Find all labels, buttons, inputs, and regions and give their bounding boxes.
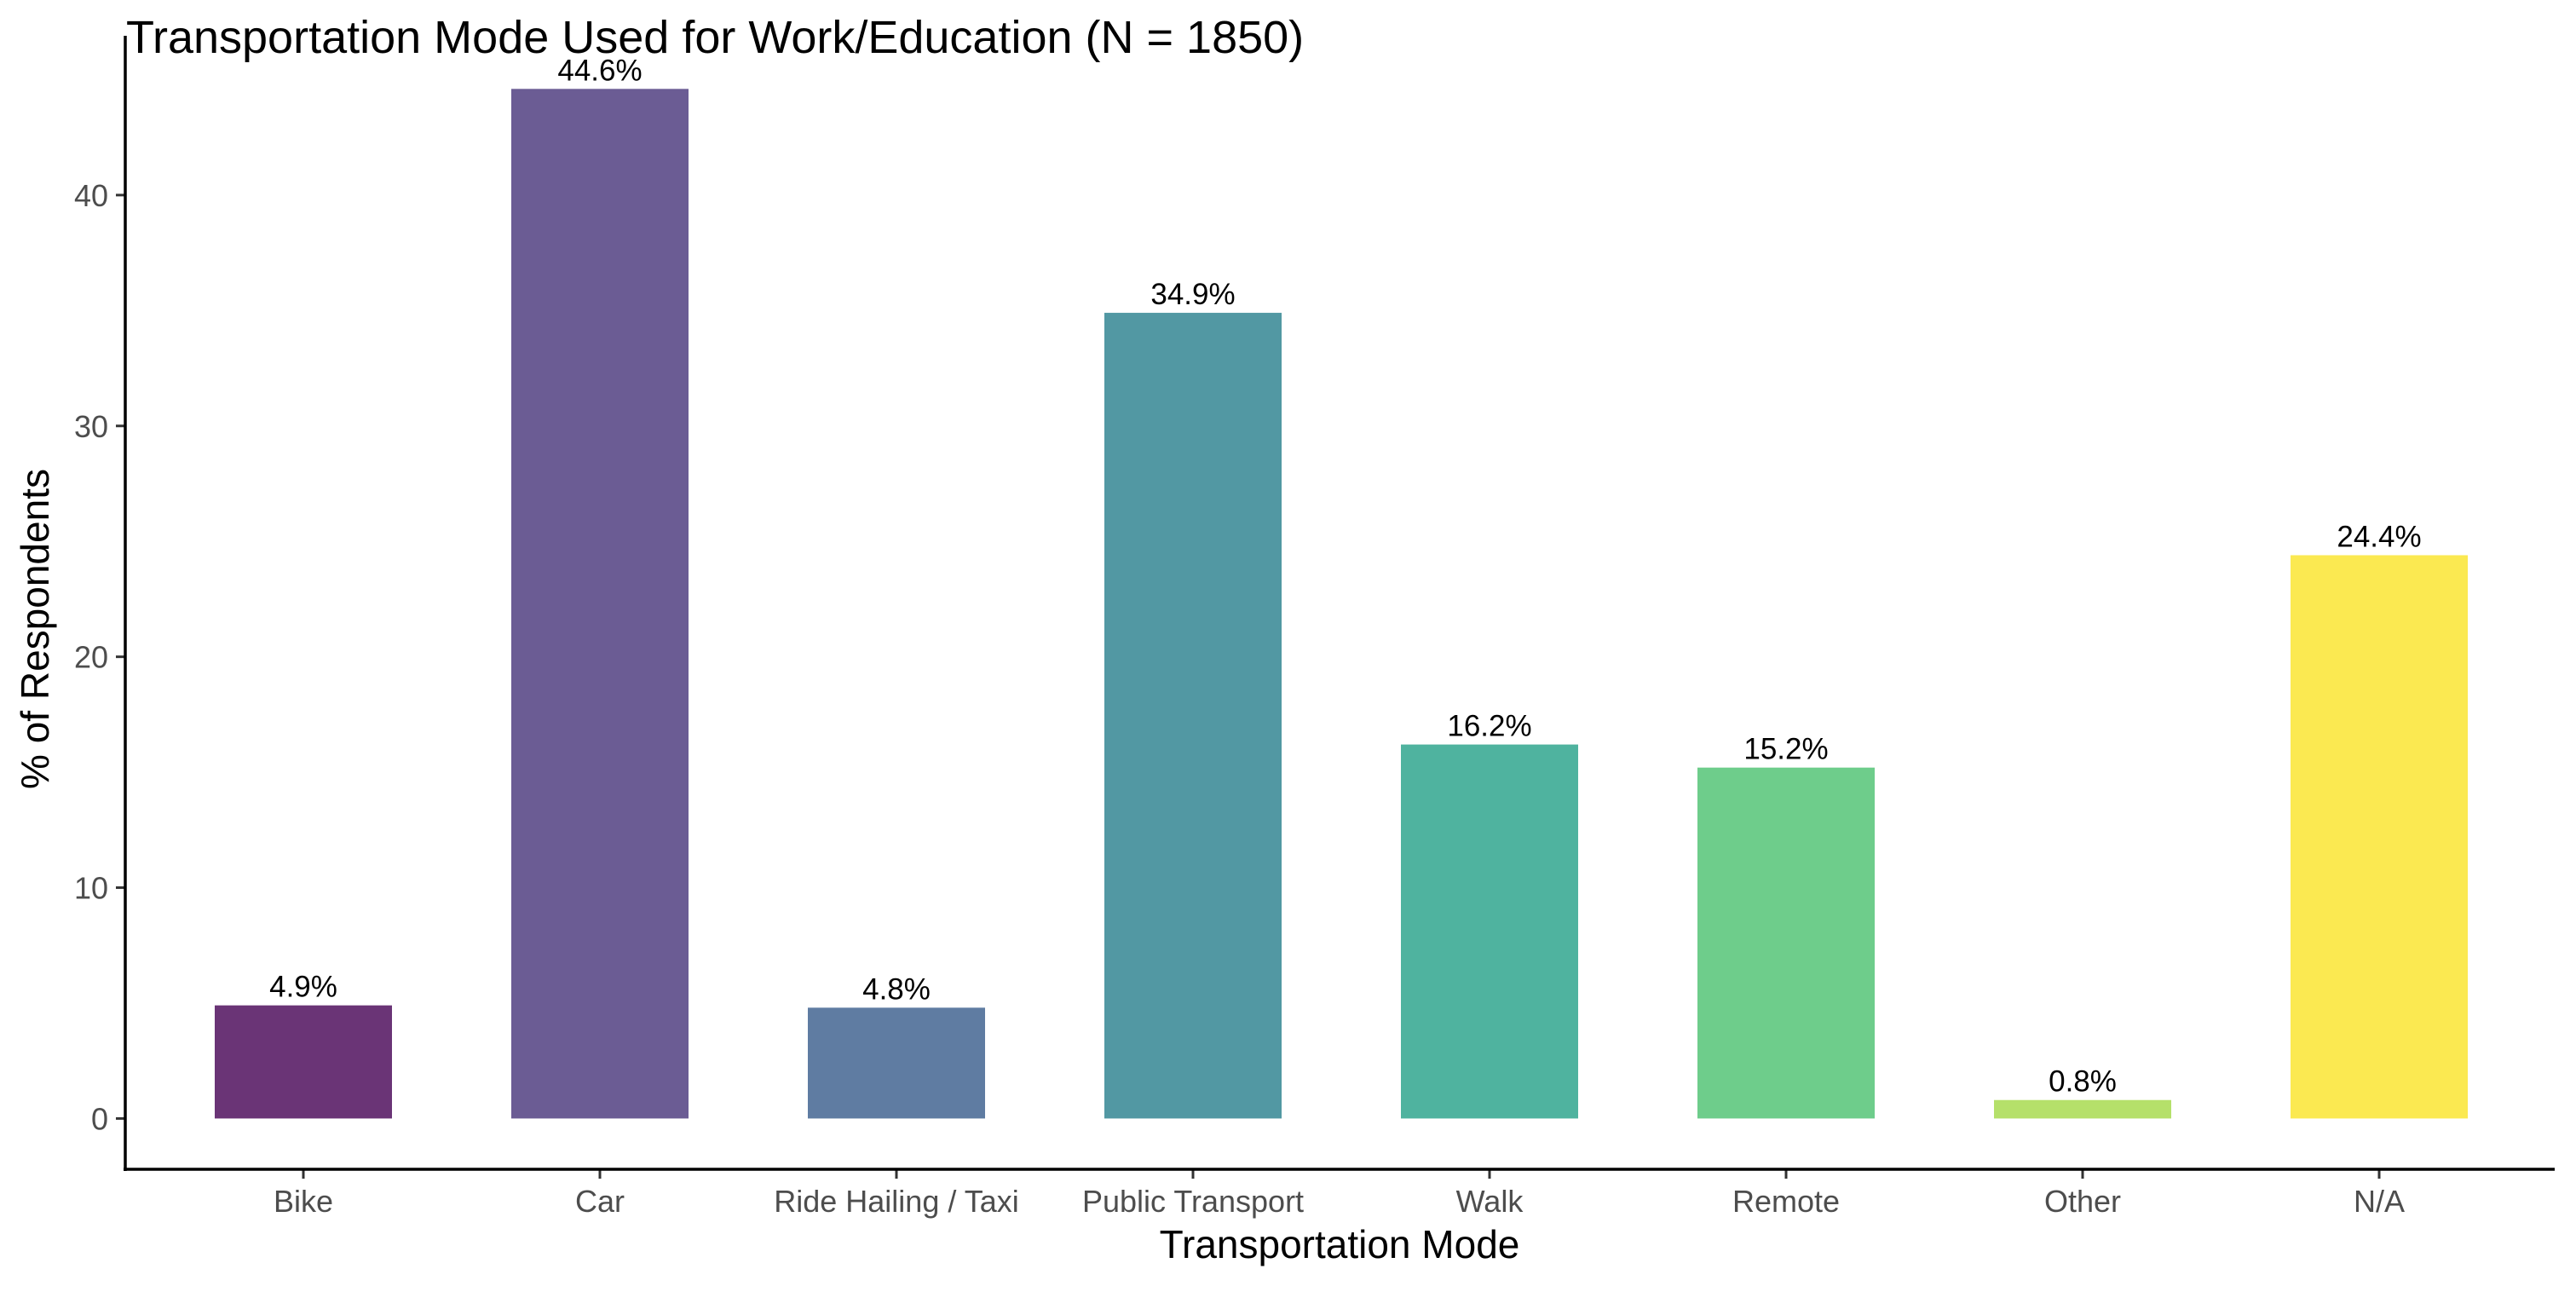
- bar-n-a: [2291, 555, 2468, 1119]
- x-tick-label: Walk: [1456, 1184, 1524, 1219]
- data-labels-layer: 4.9% 44.6% 4.8% 34.9% 16.2% 15.2% 0.8% 24.4%: [269, 54, 2422, 1098]
- data-label: 4.8%: [862, 972, 931, 1006]
- bar-ride-hailing-taxi: [808, 1007, 985, 1119]
- y-axis: 0 10 20 30 40: [74, 36, 127, 1171]
- bar-bike: [215, 1005, 392, 1119]
- x-tick-label: Remote: [1732, 1184, 1840, 1219]
- bar-public-transport: [1104, 313, 1282, 1119]
- y-tick-label: 20: [74, 640, 108, 675]
- x-axis: Bike Car Ride Hailing / Taxi Public Transpo…: [124, 1168, 2555, 1219]
- data-label: 34.9%: [1150, 278, 1235, 311]
- x-tick-label: N/A: [2354, 1184, 2405, 1219]
- x-axis-title: Transportation Mode: [1160, 1222, 1520, 1266]
- x-tick-label: Public Transport: [1082, 1184, 1304, 1219]
- data-label: 15.2%: [1743, 733, 1828, 766]
- y-tick-label: 0: [91, 1101, 108, 1136]
- data-label: 16.2%: [1447, 710, 1531, 743]
- x-tick-label: Ride Hailing / Taxi: [774, 1184, 1018, 1219]
- y-tick-label: 40: [74, 178, 108, 213]
- data-label: 44.6%: [557, 54, 642, 87]
- data-label: 4.9%: [269, 971, 337, 1004]
- chart-title: Transportation Mode Used for Work/Educat…: [126, 12, 1304, 63]
- x-tick-label: Bike: [274, 1184, 333, 1219]
- bars-layer: [215, 89, 2468, 1119]
- y-axis-title: % of Respondents: [13, 469, 57, 789]
- y-tick-label: 10: [74, 871, 108, 906]
- y-tick-label: 30: [74, 409, 108, 444]
- x-tick-label: Car: [575, 1184, 625, 1219]
- bar-walk: [1401, 744, 1578, 1119]
- data-label: 0.8%: [2049, 1065, 2117, 1099]
- bar-other: [1994, 1099, 2171, 1119]
- bar-car: [511, 89, 689, 1119]
- x-tick-label: Other: [2044, 1184, 2121, 1219]
- data-label: 24.4%: [2337, 520, 2421, 553]
- bar-remote: [1697, 767, 1875, 1119]
